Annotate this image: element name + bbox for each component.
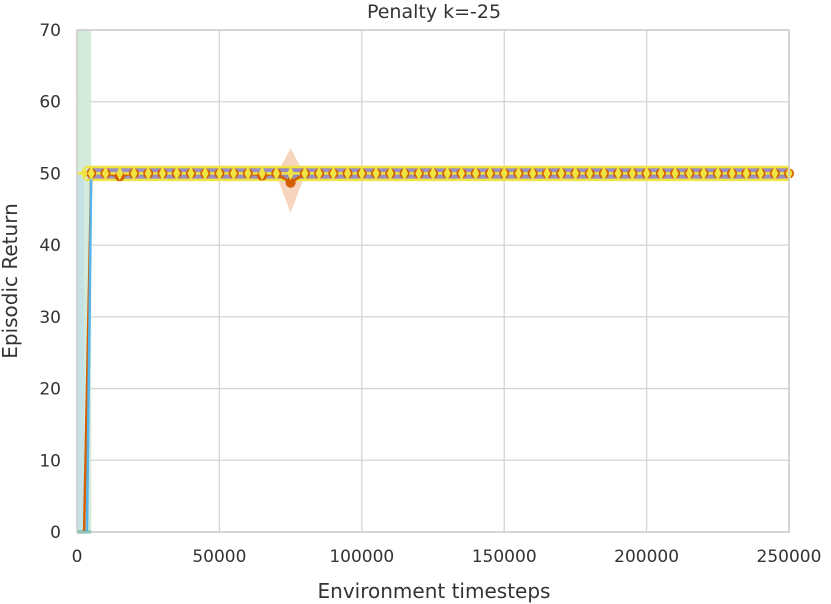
x-axis-title: Environment timesteps bbox=[318, 579, 551, 603]
series-4-point bbox=[486, 166, 494, 181]
series-4-point bbox=[87, 166, 95, 181]
series-4-point bbox=[130, 166, 138, 181]
series-4-point bbox=[728, 166, 736, 181]
series-1-point bbox=[285, 177, 296, 188]
series-4-point bbox=[514, 166, 522, 181]
series-4-point bbox=[173, 166, 181, 181]
series-4-point bbox=[101, 166, 109, 181]
series-4-point bbox=[272, 166, 280, 181]
series-2-band bbox=[77, 173, 85, 532]
x-tick-label: 0 bbox=[72, 547, 83, 567]
x-tick-label: 250000 bbox=[757, 547, 822, 567]
series-4-point bbox=[258, 166, 266, 181]
series-4-point bbox=[287, 166, 295, 181]
series-4-point bbox=[771, 166, 779, 181]
series-4-point bbox=[80, 166, 88, 181]
y-tick-label: 20 bbox=[39, 380, 61, 400]
series-4-point bbox=[614, 166, 622, 181]
series-4-point bbox=[600, 166, 608, 181]
series-4-point bbox=[315, 166, 323, 181]
y-tick-label: 0 bbox=[50, 523, 61, 543]
y-tick-label: 50 bbox=[39, 164, 61, 184]
series-4-point bbox=[144, 166, 152, 181]
x-tick-label: 50000 bbox=[192, 547, 246, 567]
series-4-point bbox=[742, 166, 750, 181]
series-4-point bbox=[657, 166, 665, 181]
series-4-point bbox=[700, 166, 708, 181]
series-4-point bbox=[372, 166, 380, 181]
confidence-bands bbox=[77, 30, 790, 532]
series-4-point bbox=[628, 166, 636, 181]
series-4-point bbox=[529, 166, 537, 181]
series-4-point bbox=[301, 166, 309, 181]
series-4-point bbox=[757, 166, 765, 181]
series-4-point bbox=[116, 166, 124, 181]
chart-title: Penalty k=-25 bbox=[367, 1, 501, 23]
y-tick-label: 70 bbox=[39, 21, 61, 41]
grid bbox=[76, 29, 790, 533]
series-4-point bbox=[557, 166, 565, 181]
series-4-point bbox=[586, 166, 594, 181]
series-4-point bbox=[543, 166, 551, 181]
series-4-point bbox=[472, 166, 480, 181]
series-4-point bbox=[415, 166, 423, 181]
series-4-point bbox=[457, 166, 465, 181]
x-tick-label: 100000 bbox=[329, 547, 394, 567]
series-4-point bbox=[215, 166, 223, 181]
series-4-point bbox=[386, 166, 394, 181]
series-4-point bbox=[230, 166, 238, 181]
series-2-line bbox=[77, 172, 789, 534]
y-tick-label: 10 bbox=[39, 451, 61, 471]
y-tick-label: 40 bbox=[39, 236, 61, 256]
series-4-point bbox=[201, 166, 209, 181]
series-4-point bbox=[429, 166, 437, 181]
series-4-point bbox=[671, 166, 679, 181]
x-tick-labels: 0 50000 100000 150000 200000 250000 bbox=[72, 547, 822, 567]
series-4-point bbox=[500, 166, 508, 181]
series-1-line bbox=[77, 172, 789, 534]
x-tick-label: 150000 bbox=[472, 547, 537, 567]
series-4-point bbox=[643, 166, 651, 181]
series-4-point bbox=[401, 166, 409, 181]
series-4-point bbox=[158, 166, 166, 181]
series-4-point bbox=[443, 166, 451, 181]
y-tick-labels: 0 10 20 30 40 50 60 70 bbox=[39, 21, 61, 543]
series-4-point bbox=[187, 166, 195, 181]
series-4-point bbox=[358, 166, 366, 181]
series-markers bbox=[80, 166, 794, 188]
series-4-point bbox=[685, 166, 693, 181]
y-axis-title: Episodic Return bbox=[0, 203, 22, 359]
series-4-point bbox=[329, 166, 337, 181]
y-tick-label: 30 bbox=[39, 308, 61, 328]
series-4-point bbox=[344, 166, 352, 181]
x-tick-label: 200000 bbox=[614, 547, 679, 567]
series-4-point bbox=[571, 166, 579, 181]
series-4-point bbox=[244, 166, 252, 181]
series-4-point bbox=[714, 166, 722, 181]
y-tick-label: 60 bbox=[39, 93, 61, 113]
series-lines bbox=[77, 172, 789, 534]
plot-frame bbox=[76, 29, 790, 533]
